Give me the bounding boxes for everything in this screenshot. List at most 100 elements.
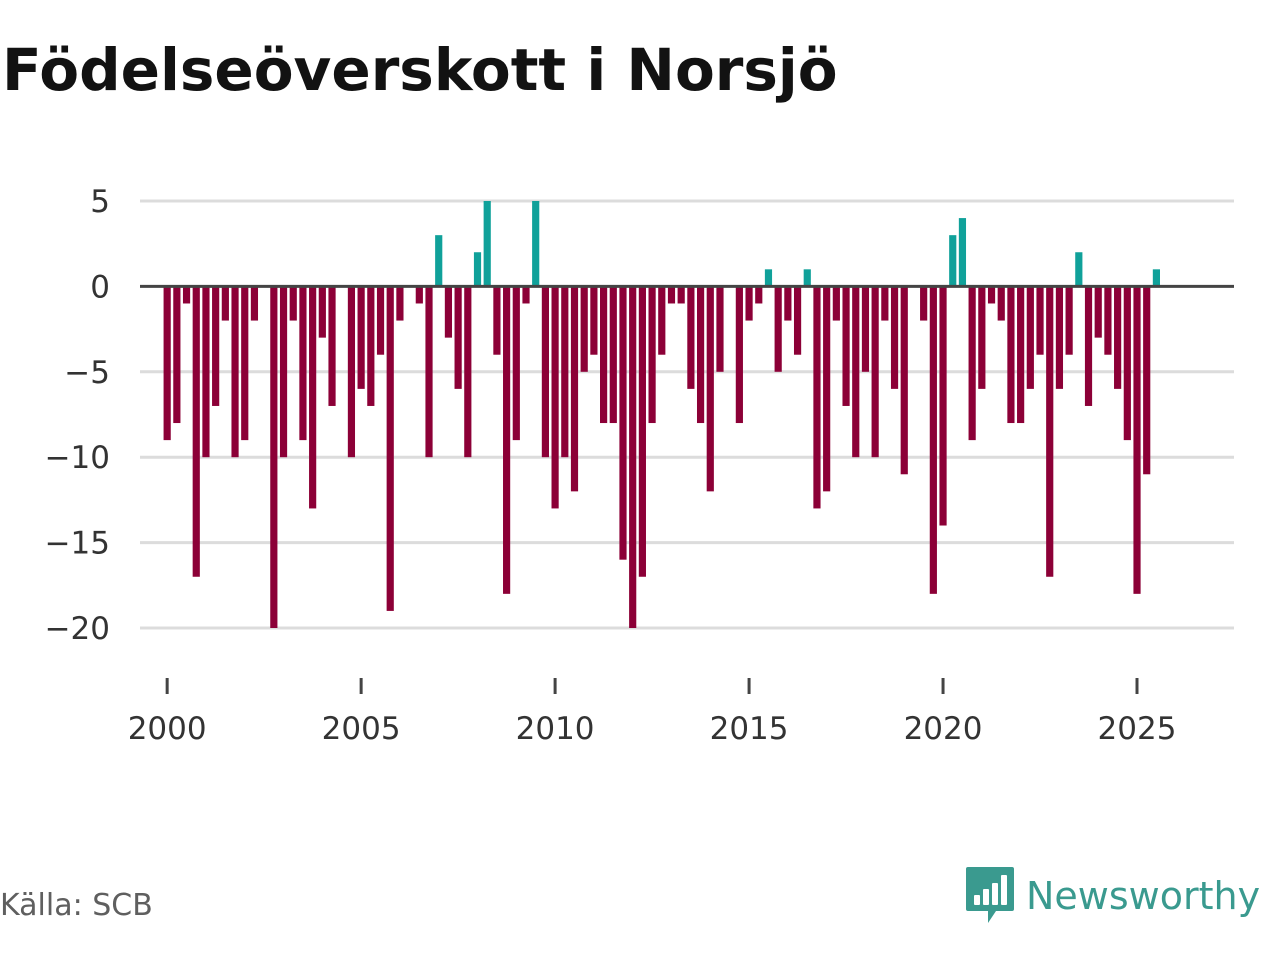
bar <box>1026 286 1034 389</box>
bar <box>638 286 646 577</box>
bar <box>871 286 879 458</box>
bar <box>764 269 773 287</box>
bar <box>1075 252 1083 287</box>
bar <box>570 286 579 492</box>
bar <box>881 286 889 321</box>
bar <box>600 286 608 424</box>
bar <box>1007 286 1015 424</box>
bar <box>512 286 520 441</box>
bar <box>696 286 705 424</box>
bar <box>784 286 792 321</box>
bar <box>483 201 491 287</box>
bar <box>182 286 191 304</box>
bar <box>1065 286 1073 355</box>
x-tick-label: 2025 <box>1098 711 1177 747</box>
x-tick-label: 2020 <box>904 711 983 747</box>
bar <box>987 286 996 304</box>
bar <box>309 286 317 509</box>
bar <box>861 286 870 372</box>
y-tick-label: 5 <box>90 184 110 220</box>
bar <box>289 286 297 321</box>
bar <box>532 201 540 287</box>
bar <box>279 286 288 458</box>
bar <box>212 286 220 406</box>
bar <box>561 286 569 458</box>
brand-logo[interactable]: Newsworthy <box>964 864 1260 928</box>
bar <box>454 286 462 389</box>
bar <box>444 286 453 338</box>
bar <box>318 286 326 338</box>
y-tick-label: −20 <box>45 611 110 647</box>
bar <box>163 286 171 441</box>
bar <box>803 269 811 287</box>
bar <box>852 286 860 458</box>
bar <box>231 286 239 458</box>
bar <box>1114 286 1122 389</box>
bar <box>900 286 908 475</box>
bar <box>774 286 782 372</box>
bar <box>755 286 763 304</box>
axes: 5 0 −5 −10 −15 −20 2000 2005 2010 2015 2020 2025 <box>45 184 1234 747</box>
bar <box>415 286 423 304</box>
bar <box>270 286 278 628</box>
y-tick-label: 0 <box>90 269 110 305</box>
bar <box>823 286 831 492</box>
bar <box>978 286 986 389</box>
bar <box>1094 286 1102 338</box>
bar <box>1046 286 1054 577</box>
y-tick-label: −5 <box>64 355 110 391</box>
bar <box>522 286 530 304</box>
bar <box>1036 286 1044 355</box>
bar <box>677 286 685 304</box>
bar <box>221 286 229 321</box>
bar <box>328 286 336 406</box>
bar <box>241 286 249 441</box>
bar <box>745 286 753 321</box>
bar <box>1084 286 1093 406</box>
bar <box>493 286 501 355</box>
newsworthy-logo-icon <box>966 867 1014 923</box>
bar <box>813 286 821 509</box>
bar <box>1017 286 1025 424</box>
bar <box>793 286 802 355</box>
bar <box>590 286 598 355</box>
bar <box>929 286 937 594</box>
bar <box>997 286 1005 321</box>
bar <box>687 286 695 389</box>
bar <box>357 286 365 389</box>
bar <box>920 286 928 321</box>
bar <box>832 286 840 321</box>
bar <box>396 286 404 321</box>
y-tick-label: −10 <box>45 440 110 476</box>
bar <box>541 286 549 458</box>
bar <box>706 286 714 492</box>
bar <box>1152 269 1160 287</box>
x-tick-label: 2005 <box>322 711 401 747</box>
bar <box>629 286 637 628</box>
bar <box>1133 286 1141 594</box>
bar <box>435 235 443 287</box>
bar <box>716 286 724 372</box>
bar <box>173 286 181 424</box>
bar <box>1104 286 1112 355</box>
bar <box>658 286 666 355</box>
bar <box>609 286 617 424</box>
x-tick-label: 2015 <box>710 711 789 747</box>
x-tick-label: 2000 <box>128 711 207 747</box>
bar <box>250 286 259 321</box>
bar <box>367 286 375 406</box>
bar <box>958 218 967 287</box>
source-note: Källa: SCB <box>0 888 153 923</box>
bar <box>890 286 899 389</box>
bar <box>667 286 676 304</box>
bar <box>1123 286 1131 441</box>
bars <box>163 201 1160 628</box>
bar <box>1055 286 1064 389</box>
x-tick-label: 2010 <box>516 711 595 747</box>
bar <box>619 286 627 560</box>
bar <box>347 286 356 458</box>
bar <box>299 286 307 441</box>
bar <box>648 286 656 424</box>
chart-title: Födelseöverskott i Norsjö <box>2 36 838 104</box>
bar <box>551 286 559 509</box>
